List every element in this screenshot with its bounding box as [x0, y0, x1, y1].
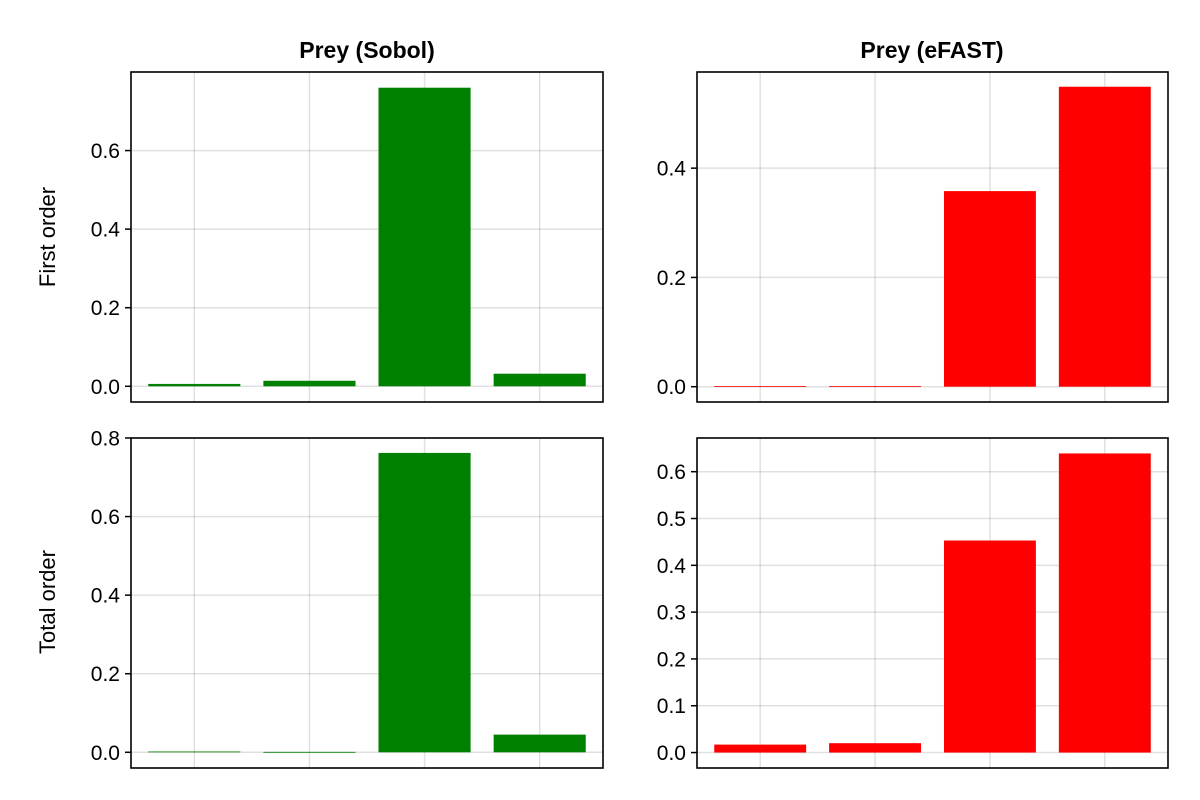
bar-efast-first-order-3 [943, 191, 1036, 387]
column-title-efast: Prey (eFAST) [860, 37, 1003, 63]
bar-sobol-first-order-2 [263, 380, 356, 387]
y-tick-label: 0.2 [657, 648, 686, 671]
bar-efast-first-order-1 [714, 386, 807, 387]
row-label-total-order: Total order [35, 550, 60, 654]
y-tick-label: 0.8 [91, 428, 120, 451]
y-tick-label: 0.6 [91, 140, 120, 163]
y-tick-label: 0.0 [657, 742, 686, 765]
bar-sobol-first-order-1 [148, 383, 241, 387]
axes-frame [696, 437, 1169, 769]
bar-efast-first-order-2 [829, 386, 922, 387]
bar-efast-total-order-1 [714, 744, 807, 753]
axes-frame [696, 71, 1169, 403]
bar-efast-total-order-3 [943, 540, 1036, 753]
panel-efast-total-order: 0.0 0.1 0.2 0.3 0.4 0.5 0.6 [657, 437, 1169, 769]
panel-efast-first-order: 0.0 0.2 0.4 [657, 71, 1169, 403]
bar-sobol-total-order-1 [148, 751, 241, 753]
panel-sobol-total-order: 0.0 0.2 0.4 0.6 0.8 [91, 428, 604, 769]
y-tick-label: 0.6 [657, 461, 686, 484]
bar-sobol-total-order-3 [378, 452, 471, 753]
y-tick-label: 0.5 [657, 508, 686, 531]
bar-sobol-first-order-3 [378, 87, 471, 387]
axes-frame [130, 437, 604, 769]
y-tick-label: 0.4 [657, 555, 687, 578]
bar-sobol-total-order-4 [493, 734, 586, 753]
bar-efast-total-order-2 [829, 743, 922, 753]
bar-efast-first-order-4 [1058, 86, 1151, 387]
y-tick-label: 0.2 [91, 663, 120, 686]
y-tick-label: 0.0 [91, 376, 120, 399]
bar-sobol-first-order-4 [493, 373, 586, 387]
axes-frame [130, 71, 604, 403]
y-tick-label: 0.2 [91, 297, 120, 320]
y-tick-label: 0.3 [657, 602, 686, 625]
bar-efast-total-order-4 [1058, 453, 1151, 753]
y-tick-label: 0.4 [657, 158, 687, 181]
y-tick-label: 0.0 [657, 376, 686, 399]
y-tick-label: 0.0 [91, 742, 120, 765]
column-title-sobol: Prey (Sobol) [299, 37, 434, 63]
y-tick-label: 0.4 [91, 219, 121, 242]
chart-panels: 0.00.20.40.60.00.20.40.00.20.40.60.80.00… [91, 71, 1169, 769]
row-label-first-order: First order [35, 187, 60, 287]
bar-sobol-total-order-2 [263, 751, 356, 753]
y-tick-label: 0.1 [657, 695, 686, 718]
panel-sobol-first-order: 0.0 0.2 0.4 0.6 [91, 71, 604, 403]
y-tick-label: 0.6 [91, 506, 120, 529]
y-tick-label: 0.2 [657, 267, 686, 290]
y-tick-label: 0.4 [91, 585, 121, 608]
